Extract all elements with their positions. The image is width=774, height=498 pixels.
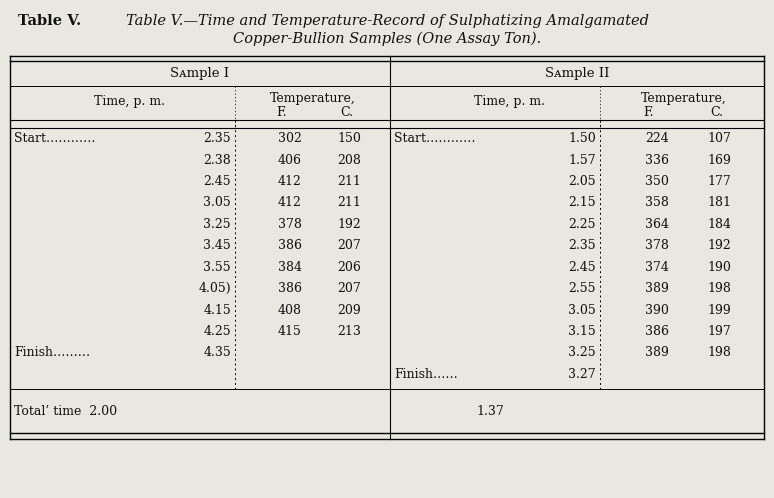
Text: 3.05: 3.05 xyxy=(568,304,596,317)
Text: 207: 207 xyxy=(337,282,361,295)
Text: 2.55: 2.55 xyxy=(568,282,596,295)
Text: Table V.—Time and Temperature-Record of Sulphatizing Amalgamated: Table V.—Time and Temperature-Record of … xyxy=(125,14,649,28)
Text: 378: 378 xyxy=(645,240,669,252)
Text: 209: 209 xyxy=(337,304,361,317)
Text: 4.05): 4.05) xyxy=(198,282,231,295)
Text: Finish………: Finish……… xyxy=(14,347,90,360)
Text: F.: F. xyxy=(644,106,654,119)
Text: 3.45: 3.45 xyxy=(204,240,231,252)
Text: 184: 184 xyxy=(707,218,731,231)
Text: 197: 197 xyxy=(707,325,731,338)
Text: 190: 190 xyxy=(707,261,731,274)
Text: 1.57: 1.57 xyxy=(568,153,596,167)
Text: 224: 224 xyxy=(645,132,669,145)
Text: 1.37: 1.37 xyxy=(476,404,504,417)
Text: 199: 199 xyxy=(707,304,731,317)
Text: 406: 406 xyxy=(278,153,302,167)
Text: 412: 412 xyxy=(278,196,302,210)
Text: 390: 390 xyxy=(645,304,669,317)
Text: Time, p. m.: Time, p. m. xyxy=(94,95,166,108)
Text: 198: 198 xyxy=(707,347,731,360)
Text: 150: 150 xyxy=(337,132,361,145)
Text: 107: 107 xyxy=(707,132,731,145)
Text: Time, p. m.: Time, p. m. xyxy=(474,95,546,108)
Text: Copper-Bullion Samples (One Assay Ton).: Copper-Bullion Samples (One Assay Ton). xyxy=(233,32,541,46)
Text: 350: 350 xyxy=(645,175,669,188)
Text: 2.35: 2.35 xyxy=(204,132,231,145)
Text: 358: 358 xyxy=(645,196,669,210)
Text: 2.15: 2.15 xyxy=(568,196,596,210)
Text: 211: 211 xyxy=(337,175,361,188)
Text: 207: 207 xyxy=(337,240,361,252)
Text: 374: 374 xyxy=(645,261,669,274)
Text: 181: 181 xyxy=(707,196,731,210)
Text: 412: 412 xyxy=(278,175,302,188)
Text: 211: 211 xyxy=(337,196,361,210)
Text: Total’ time  2.00: Total’ time 2.00 xyxy=(14,404,117,417)
Text: C.: C. xyxy=(711,106,724,119)
Text: 3.05: 3.05 xyxy=(204,196,231,210)
Text: 408: 408 xyxy=(278,304,302,317)
Text: 302: 302 xyxy=(278,132,302,145)
Text: Table V.: Table V. xyxy=(18,14,81,28)
Text: 2.45: 2.45 xyxy=(204,175,231,188)
Text: 3.25: 3.25 xyxy=(568,347,596,360)
Text: Temperature,: Temperature, xyxy=(269,92,355,105)
Text: 169: 169 xyxy=(707,153,731,167)
Text: 206: 206 xyxy=(337,261,361,274)
Text: 2.05: 2.05 xyxy=(568,175,596,188)
Text: 364: 364 xyxy=(645,218,669,231)
Text: 213: 213 xyxy=(337,325,361,338)
Text: 192: 192 xyxy=(707,240,731,252)
Text: 192: 192 xyxy=(337,218,361,231)
Text: 4.15: 4.15 xyxy=(204,304,231,317)
Text: 386: 386 xyxy=(278,282,302,295)
Text: Temperature,: Temperature, xyxy=(641,92,727,105)
Text: 198: 198 xyxy=(707,282,731,295)
Text: 336: 336 xyxy=(645,153,669,167)
Text: 389: 389 xyxy=(645,347,669,360)
Text: 1.50: 1.50 xyxy=(568,132,596,145)
Text: 208: 208 xyxy=(337,153,361,167)
Text: 2.45: 2.45 xyxy=(568,261,596,274)
Text: 2.38: 2.38 xyxy=(204,153,231,167)
Text: Start…………: Start………… xyxy=(14,132,95,145)
Text: C.: C. xyxy=(341,106,354,119)
Text: 384: 384 xyxy=(278,261,302,274)
Text: 177: 177 xyxy=(707,175,731,188)
Text: Sᴀmple I: Sᴀmple I xyxy=(170,67,230,80)
Text: F.: F. xyxy=(277,106,287,119)
Text: 4.25: 4.25 xyxy=(204,325,231,338)
Text: 3.27: 3.27 xyxy=(568,368,596,381)
Text: 3.55: 3.55 xyxy=(204,261,231,274)
Text: Sᴀmple II: Sᴀmple II xyxy=(545,67,609,80)
Text: 2.25: 2.25 xyxy=(568,218,596,231)
Text: 378: 378 xyxy=(278,218,302,231)
Text: 4.35: 4.35 xyxy=(204,347,231,360)
Text: 3.15: 3.15 xyxy=(568,325,596,338)
Text: 2.35: 2.35 xyxy=(568,240,596,252)
Text: Start…………: Start………… xyxy=(394,132,475,145)
Text: 3.25: 3.25 xyxy=(204,218,231,231)
Text: 389: 389 xyxy=(645,282,669,295)
Text: Finish……: Finish…… xyxy=(394,368,457,381)
Text: 386: 386 xyxy=(645,325,669,338)
Text: 386: 386 xyxy=(278,240,302,252)
Text: 415: 415 xyxy=(278,325,302,338)
